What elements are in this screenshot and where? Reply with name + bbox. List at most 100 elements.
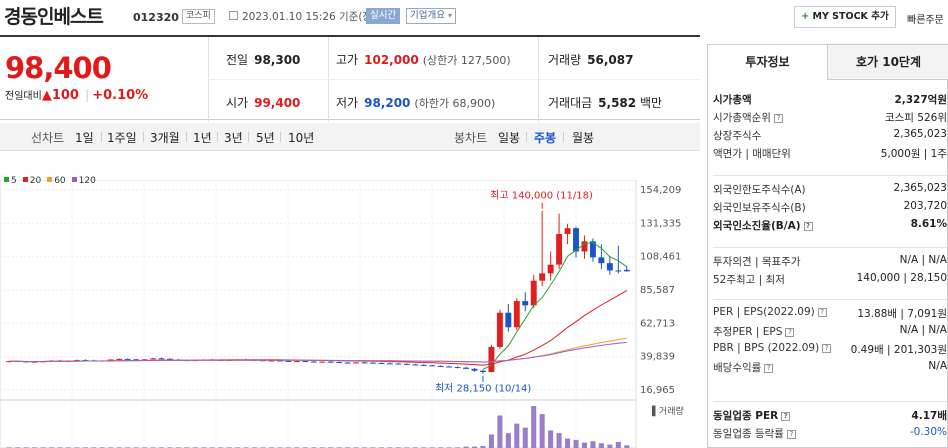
- help-icon[interactable]: ?: [822, 343, 832, 353]
- plot-frame: [0, 180, 637, 448]
- prev-close: 전일 98,300: [226, 51, 300, 68]
- candle-body: [310, 361, 317, 363]
- period-5y[interactable]: 5년: [256, 131, 275, 145]
- period-10y[interactable]: 10년: [288, 131, 315, 145]
- divider: [101, 132, 102, 142]
- volume-bar: [607, 444, 613, 448]
- high-annotation: 최고 140,000 (11/18): [490, 190, 593, 202]
- period-1w[interactable]: 1주일: [107, 131, 137, 145]
- help-icon[interactable]: ?: [773, 113, 783, 123]
- realtime-button[interactable]: 실시간: [366, 8, 401, 24]
- y-tick-label: 108,461: [640, 252, 681, 263]
- info-row: 52주최고 | 최저 140,000 | 28,150: [713, 272, 947, 288]
- trade-amount: 거래대금 5,582 백만: [548, 94, 662, 111]
- change-row: 전일대비▲100 | +0.10%: [5, 87, 148, 103]
- company-info-dropdown[interactable]: 기업개요 ▾: [406, 8, 457, 24]
- period-3m[interactable]: 3개월: [150, 131, 180, 145]
- volume-bar: [539, 414, 545, 448]
- help-icon[interactable]: ?: [817, 307, 827, 317]
- info-row-value: 코스피 526위: [884, 112, 947, 124]
- divider: [713, 401, 947, 402]
- volume-bar: [497, 415, 503, 448]
- info-row-label-text: 시가총액: [713, 94, 752, 106]
- volume-value: 56,087: [587, 53, 634, 67]
- plus-icon: +: [801, 11, 810, 22]
- info-row-value: 203,720: [903, 200, 947, 212]
- tab-investment-info[interactable]: 투자정보: [708, 45, 828, 80]
- divider: [186, 132, 187, 142]
- candle-body: [488, 346, 495, 373]
- price-chart[interactable]: 154,209 131,335 108,461 85,587 62,713 39,839 1…: [0, 180, 700, 448]
- period-3y[interactable]: 3년: [224, 131, 243, 145]
- info-row-label: 시가총액: [713, 92, 752, 107]
- info-row-label: 시가총액순위?: [713, 110, 783, 125]
- info-row-label: 배당수익률?: [713, 360, 774, 375]
- period-1d[interactable]: 1일: [75, 131, 94, 145]
- volume-bar: [514, 423, 520, 448]
- upper-limit: (상한가 127,500): [422, 54, 511, 67]
- legend-item: 60: [47, 176, 66, 186]
- candle-body: [530, 280, 537, 306]
- info-row-label-text: 동일업종 PER: [713, 410, 779, 422]
- info-row: PER | EPS(2022.09)? 13.88배 | 7,091원: [713, 306, 947, 322]
- candle-body: [513, 301, 520, 328]
- low-annotation: 최저 28,150 (10/14): [435, 383, 531, 395]
- candle-body: [463, 367, 470, 369]
- info-row-label: PBR | BPS (2022.09)?: [713, 342, 832, 354]
- volume-bar: [531, 406, 537, 448]
- help-icon[interactable]: ?: [781, 411, 791, 421]
- mystock-add-button[interactable]: + MY STOCK 추가: [794, 6, 896, 28]
- info-row-value: 8.61%: [910, 218, 947, 230]
- quick-order-link[interactable]: 빠른주문: [907, 15, 944, 26]
- divider: |: [85, 88, 90, 102]
- volume-bar: [624, 445, 630, 448]
- candle-body: [124, 358, 131, 360]
- info-row: 외국인소진율(B/A)? 8.61%: [713, 218, 947, 234]
- candle-body: [598, 257, 605, 264]
- divider: [208, 79, 700, 80]
- divider: [248, 132, 249, 142]
- candle-body: [268, 360, 275, 362]
- info-row-label: 동일업종 등락률?: [713, 426, 796, 441]
- candle-body: [336, 362, 343, 364]
- legend-label: 20: [29, 176, 42, 186]
- info-row-value: 5,000원 | 1주: [880, 148, 947, 160]
- divider: [713, 299, 947, 300]
- legend-item: 20: [22, 176, 42, 186]
- info-row-label-text: 동일업종 등락률: [713, 428, 784, 440]
- volume-bar: [573, 439, 579, 448]
- tab-order-book[interactable]: 호가 10단계: [828, 45, 948, 80]
- candle-body: [403, 363, 410, 365]
- candle-body: [361, 362, 368, 364]
- help-icon[interactable]: ?: [764, 363, 774, 373]
- volume-bar: [480, 445, 486, 448]
- help-icon[interactable]: ?: [803, 221, 813, 231]
- amount-unit: 백만: [639, 96, 663, 110]
- candle-weekly[interactable]: 주봉: [534, 131, 557, 145]
- info-row-value: 2,327억원: [894, 94, 947, 106]
- help-icon[interactable]: ?: [786, 429, 796, 439]
- info-row-value: N/A | N/A: [899, 324, 947, 336]
- candle-body: [539, 273, 546, 281]
- candle-body: [327, 361, 334, 363]
- candle-body: [386, 363, 393, 365]
- title-row: 경동인베스트 012320 코스피 2023.01.10 15:26 기준(장중…: [0, 0, 948, 34]
- volume-bar: [463, 446, 469, 448]
- info-row: 시가총액순위? 코스피 526위: [713, 110, 947, 126]
- period-1y[interactable]: 1년: [193, 131, 212, 145]
- divider: [217, 132, 218, 142]
- high-label: 고가: [336, 53, 359, 67]
- volume-label: ▌거래량: [651, 405, 684, 417]
- open-price: 시가 99,400: [226, 94, 300, 111]
- candle-body: [615, 270, 622, 272]
- info-row-label-text: 상장주식수: [713, 130, 762, 142]
- legend-swatch: [71, 177, 77, 182]
- low-value: 98,200: [364, 96, 411, 110]
- line-chart-label: 선차트: [31, 131, 65, 145]
- info-row-value: N/A | N/A: [899, 254, 947, 266]
- candle-body: [166, 358, 173, 360]
- candle-monthly[interactable]: 월봉: [572, 131, 595, 145]
- help-icon[interactable]: ?: [785, 327, 795, 337]
- candle-body: [437, 365, 444, 367]
- candle-daily[interactable]: 일봉: [498, 131, 521, 145]
